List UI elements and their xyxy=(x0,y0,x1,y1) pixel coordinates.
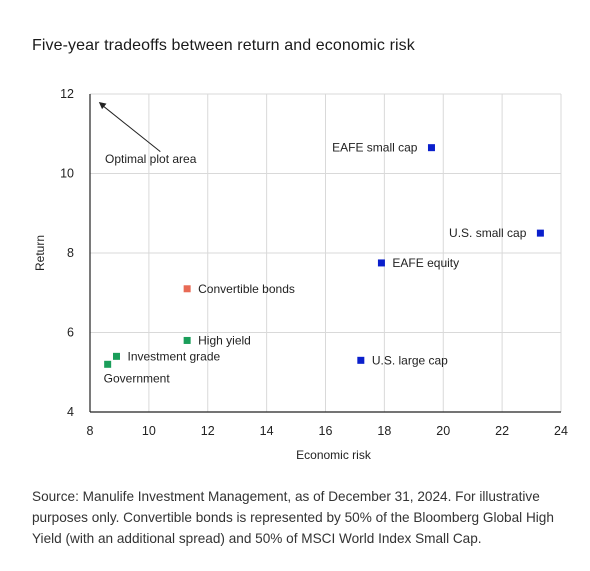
data-label: EAFE equity xyxy=(392,256,459,270)
y-tick-label: 12 xyxy=(60,87,74,101)
y-tick-label: 8 xyxy=(67,246,74,260)
x-axis-label: Economic risk xyxy=(296,448,372,462)
x-tick-label: 12 xyxy=(201,424,215,438)
data-point xyxy=(104,360,112,368)
x-tick-label: 16 xyxy=(319,424,333,438)
x-tick-label: 24 xyxy=(554,424,568,438)
y-tick-label: 4 xyxy=(67,405,74,419)
data-label: Convertible bonds xyxy=(198,282,295,296)
data-point xyxy=(377,259,385,267)
y-tick-label: 6 xyxy=(67,326,74,340)
x-tick-label: 20 xyxy=(436,424,450,438)
data-label: High yield xyxy=(198,333,251,347)
tick-labels: 8 10 12 14 16 18 20 22 24 4 6 8 10 12 xyxy=(60,87,568,438)
annotation: Optimal plot area xyxy=(98,101,197,166)
annotation-arrowhead xyxy=(98,101,107,110)
data-label: U.S. small cap xyxy=(449,226,527,240)
data-point xyxy=(427,144,435,152)
x-tick-label: 14 xyxy=(260,424,274,438)
data-label: U.S. large cap xyxy=(372,353,448,367)
data-label: EAFE small cap xyxy=(332,141,418,155)
annotation-arrow-line xyxy=(101,104,161,153)
source-note: Source: Manulife Investment Management, … xyxy=(32,489,554,546)
data-point xyxy=(536,229,544,237)
data-point xyxy=(183,285,191,293)
data-points: EAFE small cap U.S. small cap EAFE equity U… xyxy=(104,141,544,385)
data-label: Government xyxy=(104,371,171,385)
x-tick-label: 22 xyxy=(495,424,509,438)
data-point xyxy=(183,336,191,344)
annotation-label: Optimal plot area xyxy=(105,152,197,166)
x-tick-label: 10 xyxy=(142,424,156,438)
axes xyxy=(89,94,561,413)
y-tick-label: 10 xyxy=(60,167,74,181)
x-tick-label: 18 xyxy=(377,424,391,438)
y-axis-label: Return xyxy=(33,235,47,271)
grid-lines xyxy=(90,93,562,412)
data-point xyxy=(357,356,365,364)
scatter-chart: 8 10 12 14 16 18 20 22 24 4 6 8 10 12 Optimal plot ar… xyxy=(33,87,568,462)
chart-title: Five-year tradeoffs between return and e… xyxy=(32,37,415,54)
x-tick-label: 8 xyxy=(87,424,94,438)
data-label: Investment grade xyxy=(127,349,220,363)
data-point xyxy=(112,352,120,360)
